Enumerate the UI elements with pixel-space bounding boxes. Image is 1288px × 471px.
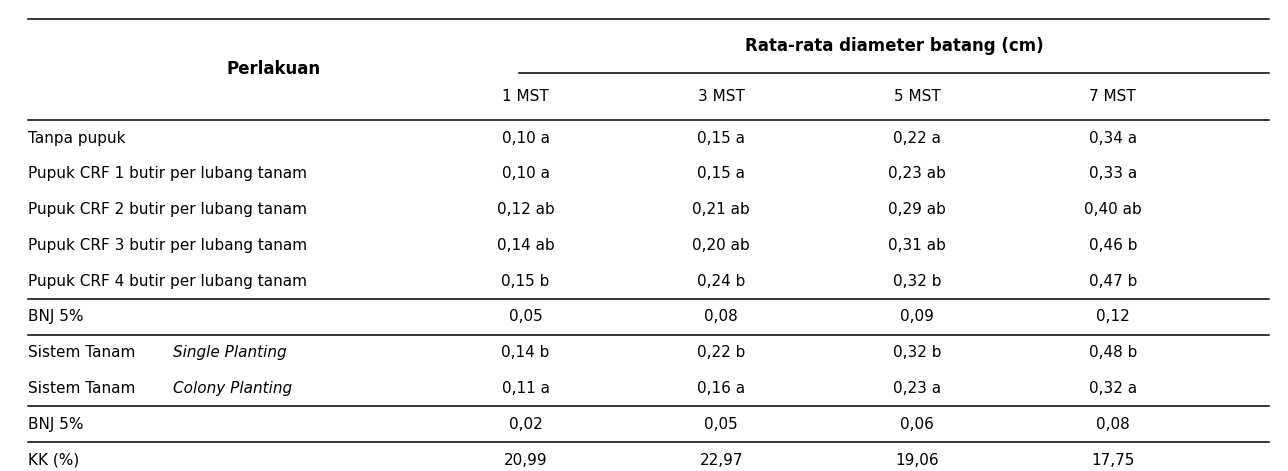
Text: 0,14 b: 0,14 b <box>501 345 550 360</box>
Text: 0,14 ab: 0,14 ab <box>497 238 554 253</box>
Text: 0,48 b: 0,48 b <box>1088 345 1137 360</box>
Text: 3 MST: 3 MST <box>698 89 744 104</box>
Text: 0,09: 0,09 <box>900 309 934 325</box>
Text: 0,34 a: 0,34 a <box>1088 130 1137 146</box>
Text: 0,02: 0,02 <box>509 417 542 432</box>
Text: 22,97: 22,97 <box>699 453 743 468</box>
Text: 19,06: 19,06 <box>895 453 939 468</box>
Text: 0,15 b: 0,15 b <box>501 274 550 289</box>
Text: Pupuk CRF 3 butir per lubang tanam: Pupuk CRF 3 butir per lubang tanam <box>28 238 308 253</box>
Text: 17,75: 17,75 <box>1091 453 1135 468</box>
Text: 0,21 ab: 0,21 ab <box>693 202 750 217</box>
Text: 7 MST: 7 MST <box>1090 89 1136 104</box>
Text: Tanpa pupuk: Tanpa pupuk <box>28 130 126 146</box>
Text: Sistem Tanam: Sistem Tanam <box>28 381 140 396</box>
Text: 0,10 a: 0,10 a <box>501 130 550 146</box>
Text: 20,99: 20,99 <box>504 453 547 468</box>
Text: 0,16 a: 0,16 a <box>697 381 746 396</box>
Text: 0,20 ab: 0,20 ab <box>693 238 750 253</box>
Text: 0,46 b: 0,46 b <box>1088 238 1137 253</box>
Text: 0,23 ab: 0,23 ab <box>889 166 945 181</box>
Text: Sistem Tanam: Sistem Tanam <box>28 345 140 360</box>
Text: 0,22 a: 0,22 a <box>893 130 942 146</box>
Text: 0,11 a: 0,11 a <box>501 381 550 396</box>
Text: Pupuk CRF 2 butir per lubang tanam: Pupuk CRF 2 butir per lubang tanam <box>28 202 308 217</box>
Text: Perlakuan: Perlakuan <box>227 60 321 79</box>
Text: 1 MST: 1 MST <box>502 89 549 104</box>
Text: 0,23 a: 0,23 a <box>893 381 942 396</box>
Text: 0,08: 0,08 <box>1096 417 1130 432</box>
Text: 0,10 a: 0,10 a <box>501 166 550 181</box>
Text: Rata-rata diameter batang (cm): Rata-rata diameter batang (cm) <box>744 37 1043 55</box>
Text: BNJ 5%: BNJ 5% <box>28 417 84 432</box>
Text: Single Planting: Single Planting <box>173 345 287 360</box>
Text: Pupuk CRF 4 butir per lubang tanam: Pupuk CRF 4 butir per lubang tanam <box>28 274 308 289</box>
Text: 0,47 b: 0,47 b <box>1088 274 1137 289</box>
Text: 0,12 ab: 0,12 ab <box>497 202 554 217</box>
Text: 0,08: 0,08 <box>705 309 738 325</box>
Text: 5 MST: 5 MST <box>894 89 940 104</box>
Text: 0,33 a: 0,33 a <box>1088 166 1137 181</box>
Text: 0,40 ab: 0,40 ab <box>1084 202 1141 217</box>
Text: KK (%): KK (%) <box>28 453 80 468</box>
Text: 0,32 a: 0,32 a <box>1088 381 1137 396</box>
Text: 0,06: 0,06 <box>900 417 934 432</box>
Text: 0,32 b: 0,32 b <box>893 345 942 360</box>
Text: 0,15 a: 0,15 a <box>697 166 746 181</box>
Text: 0,31 ab: 0,31 ab <box>889 238 945 253</box>
Text: BNJ 5%: BNJ 5% <box>28 309 84 325</box>
Text: 0,24 b: 0,24 b <box>697 274 746 289</box>
Text: Colony Planting: Colony Planting <box>173 381 292 396</box>
Text: 0,29 ab: 0,29 ab <box>889 202 945 217</box>
Text: 0,22 b: 0,22 b <box>697 345 746 360</box>
Text: 0,15 a: 0,15 a <box>697 130 746 146</box>
Text: 0,12: 0,12 <box>1096 309 1130 325</box>
Text: Pupuk CRF 1 butir per lubang tanam: Pupuk CRF 1 butir per lubang tanam <box>28 166 308 181</box>
Text: 0,05: 0,05 <box>509 309 542 325</box>
Text: 0,32 b: 0,32 b <box>893 274 942 289</box>
Text: 0,05: 0,05 <box>705 417 738 432</box>
